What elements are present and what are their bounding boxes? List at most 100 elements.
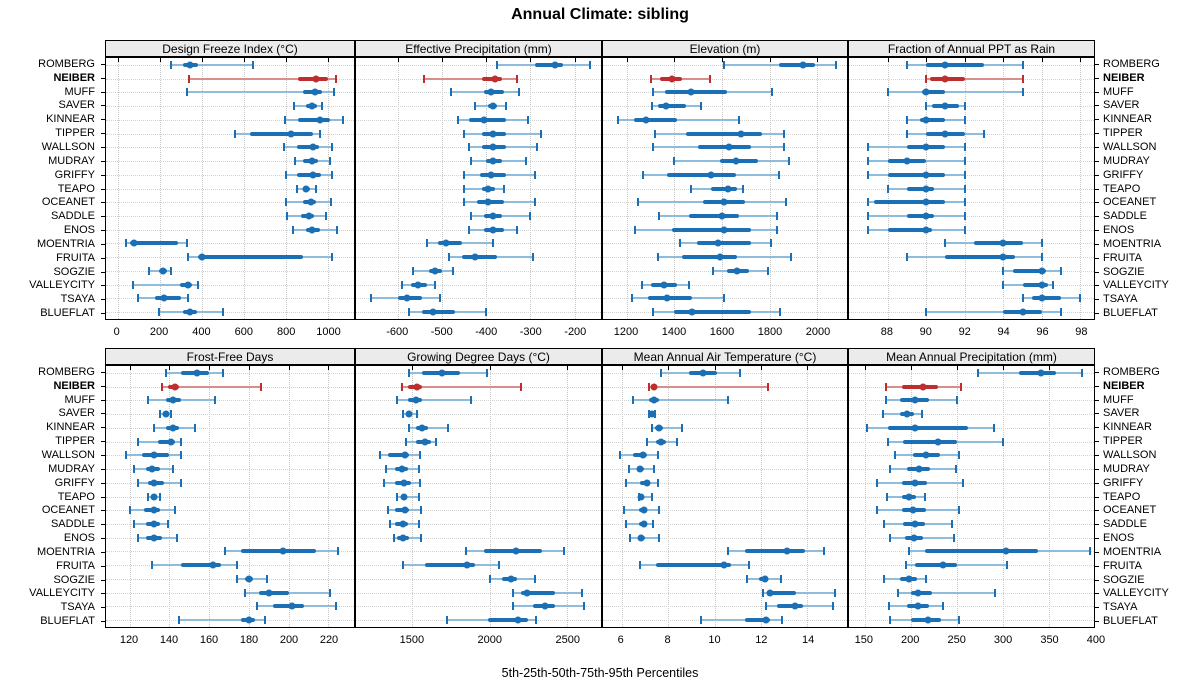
median-dot [400,479,408,487]
whisker-cap [235,561,238,570]
whisker-cap [785,198,788,207]
whisker-cap [284,198,287,207]
y-axis-tick [1095,105,1099,107]
interquartile-bar [664,90,727,95]
median-dot [305,212,313,220]
y-axis-tick [1095,188,1099,190]
station-label: OCEANET [1103,196,1157,209]
whisker-cap [923,492,926,501]
median-dot [699,369,707,377]
whisker-cap [993,588,996,597]
percentile-whisker [133,283,199,286]
whisker-cap [497,561,500,570]
y-axis-tick [101,299,105,301]
whisker-cap [255,602,258,611]
y-axis-tick [1095,551,1099,553]
axis-tick [289,627,290,628]
station-labels-right: ROMBERG NEIBER MUFF SAVER KINNEAR TIPPER WALLS… [1103,365,1198,628]
whisker-cap [1006,561,1009,570]
median-dot [159,267,167,275]
gridline-horizontal [106,298,354,300]
median-dot [400,493,408,500]
median-dot [922,451,930,459]
panel-strip: Frost-Free Days [105,348,355,365]
axis-tick [160,319,161,320]
gridline-horizontal [106,441,354,443]
axis-tick [761,366,763,370]
gridline-horizontal [106,133,354,135]
whisker-cap [657,533,660,542]
median-dot [939,561,947,569]
whisker-cap [337,547,340,556]
gridline-horizontal [106,469,354,471]
whisker-cap [389,519,391,528]
median-dot [150,534,158,542]
whisker-cap [265,574,268,583]
interquartile-bar [697,241,751,246]
median-dot [1019,308,1027,316]
x-tick-label: 200 [149,326,169,338]
median-dot [718,212,726,220]
station-label: MUDRAY [1103,154,1150,167]
y-axis-tick [1095,371,1099,373]
gridline-horizontal [849,215,1094,217]
gridline-horizontal [106,188,354,190]
whisker-cap [925,74,928,83]
median-dot [922,198,930,206]
chart-title: Annual Climate: sibling [511,6,689,23]
whisker-cap [1001,437,1004,446]
whisker-cap [925,308,928,317]
y-axis-tick [101,399,105,401]
station-label: SAVER [58,99,95,112]
median-dot [523,589,531,597]
y-axis-tick [101,230,105,232]
y-axis-tick [101,468,105,470]
station-label: OCEANET [41,504,95,517]
interquartile-bar [157,439,176,444]
interquartile-bar [688,213,739,218]
whisker-cap [505,102,508,111]
whisker-cap [656,478,659,487]
median-dot [1038,281,1046,289]
axis-tick [1041,58,1043,62]
whisker-cap [463,170,466,179]
median-dot [725,143,733,151]
whisker-cap [867,170,870,179]
y-axis-tick [101,216,105,218]
percentile-whisker [424,77,518,80]
median-dot [999,239,1007,247]
whisker-cap [636,198,639,207]
station-label: GRIFFY [1103,476,1144,489]
station-label: FRUITA [56,559,95,572]
median-dot [198,253,206,261]
gridline-horizontal [356,298,601,300]
median-dot [915,465,923,473]
gridline-horizontal [106,510,354,512]
axis-caption: 5th-25th-50th-75th-95th Percentiles [501,666,699,680]
whisker-cap [446,616,449,625]
y-axis-tick [1095,496,1099,498]
interquartile-bar [667,172,737,177]
panel-strip: Mean Annual Precipitation (mm) [848,348,1095,365]
gridline-horizontal [356,284,601,286]
x-tick-label: 90 [919,326,932,338]
y-axis-tick [101,441,105,443]
whisker-cap [408,368,411,377]
whisker-cap [243,588,246,597]
station-label: SAVER [1103,407,1140,420]
interquartile-bar [924,549,1038,554]
whisker-cap [417,519,420,528]
y-axis-tick [101,313,105,315]
percentile-whisker [651,426,682,429]
gridline-horizontal [106,606,354,608]
whisker-cap [739,368,742,377]
interquartile-bar [424,563,476,568]
median-dot [150,493,158,500]
whisker-cap [511,602,514,611]
y-axis-tick [101,77,105,79]
axis-tick [674,319,675,320]
axis-tick [770,319,771,320]
median-dot [716,253,724,261]
whisker-cap [170,266,173,275]
y-axis-tick [101,63,105,65]
